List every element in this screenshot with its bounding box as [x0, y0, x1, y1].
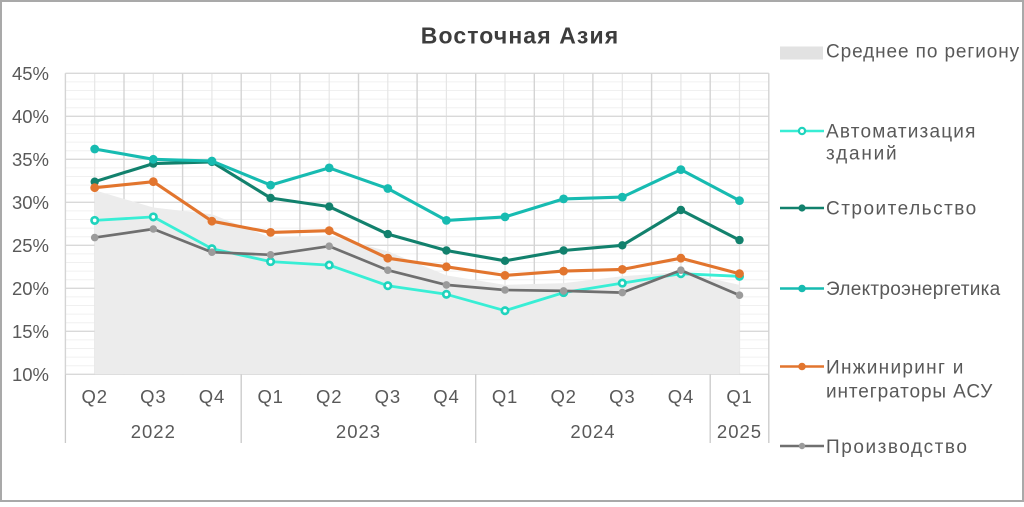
svg-text:Среднее по региону: Среднее по региону	[826, 42, 1020, 63]
svg-text:40%: 40%	[12, 106, 49, 127]
svg-text:Q1: Q1	[492, 386, 518, 407]
svg-text:Q3: Q3	[375, 386, 401, 407]
svg-text:Q4: Q4	[433, 386, 459, 407]
svg-text:Q2: Q2	[550, 386, 576, 407]
svg-text:30%: 30%	[12, 192, 49, 213]
svg-text:2024: 2024	[570, 421, 615, 442]
svg-text:Электроэнергетика: Электроэнергетика	[826, 279, 1001, 300]
svg-text:интеграторы АСУ: интеграторы АСУ	[826, 382, 993, 403]
svg-text:Производство: Производство	[826, 437, 968, 458]
svg-text:Q4: Q4	[668, 386, 694, 407]
svg-text:Q2: Q2	[316, 386, 342, 407]
svg-text:Q1: Q1	[726, 386, 752, 407]
svg-text:Q3: Q3	[140, 386, 166, 407]
svg-text:2025: 2025	[717, 421, 762, 442]
svg-text:Строительство: Строительство	[826, 199, 978, 220]
svg-text:Инжиниринг и: Инжиниринг и	[826, 357, 965, 378]
svg-text:Q3: Q3	[609, 386, 635, 407]
svg-text:25%: 25%	[12, 235, 49, 256]
svg-text:2022: 2022	[131, 421, 176, 442]
svg-text:зданий: зданий	[826, 144, 898, 165]
svg-text:10%: 10%	[12, 364, 49, 385]
svg-text:Автоматизация: Автоматизация	[826, 122, 977, 143]
svg-text:35%: 35%	[12, 149, 49, 170]
svg-text:Восточная Азия: Восточная Азия	[421, 23, 619, 49]
svg-text:45%: 45%	[12, 63, 49, 84]
svg-text:20%: 20%	[12, 278, 49, 299]
svg-text:Q1: Q1	[257, 386, 283, 407]
svg-text:Q4: Q4	[199, 386, 225, 407]
svg-text:2023: 2023	[336, 421, 381, 442]
svg-text:Q2: Q2	[82, 386, 108, 407]
svg-text:15%: 15%	[12, 321, 49, 342]
